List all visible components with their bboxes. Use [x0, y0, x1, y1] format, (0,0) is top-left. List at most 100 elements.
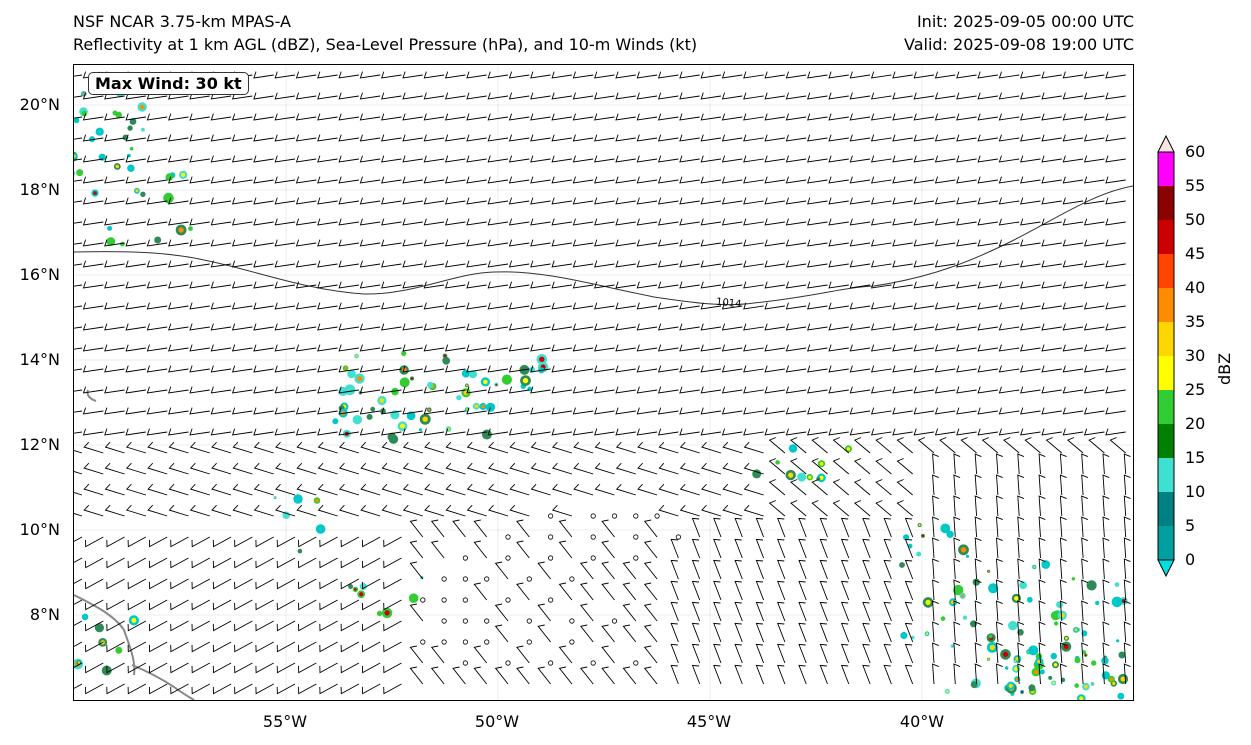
wind-barb — [487, 386, 509, 394]
wind-barb — [956, 344, 977, 352]
wind-barb — [381, 281, 402, 289]
calm-wind — [505, 534, 511, 540]
map-panel[interactable]: 1014 — [73, 64, 1134, 701]
wind-barb — [466, 462, 487, 475]
wind-barb — [551, 176, 572, 184]
wind-barb — [657, 302, 679, 310]
wind-barb — [424, 504, 445, 517]
wind-barb — [572, 239, 594, 247]
wind-barb — [956, 71, 977, 79]
wind-barb — [849, 197, 871, 205]
wind-barb — [276, 641, 296, 653]
wind-barb — [637, 441, 658, 454]
wind-barb — [340, 662, 360, 674]
echo-core — [819, 461, 824, 466]
wind-barb — [295, 176, 317, 184]
wind-barb — [359, 344, 381, 352]
wind-barb — [1105, 155, 1126, 163]
wind-barb — [721, 155, 743, 163]
wind-barb — [1059, 600, 1067, 622]
wind-barb — [231, 428, 253, 436]
wind-barb — [679, 134, 700, 142]
wind-barb — [721, 260, 743, 268]
wind-barb — [148, 620, 168, 632]
wind-barb — [231, 302, 253, 310]
wind-barb — [530, 302, 551, 310]
wind-barb — [383, 578, 402, 590]
wind-barb — [601, 540, 615, 559]
wind-barb — [276, 599, 296, 611]
echo-core — [1008, 683, 1013, 688]
wind-barb — [777, 517, 786, 538]
calm-wind — [611, 618, 618, 624]
wind-barb — [381, 218, 402, 226]
wind-barb — [189, 218, 210, 226]
wind-barb — [636, 344, 658, 352]
wind-barb — [317, 239, 338, 247]
wind-barb — [832, 479, 850, 496]
wind-barb — [764, 323, 785, 331]
wind-barb — [790, 479, 807, 496]
wind-barb — [466, 323, 487, 331]
wind-barb — [913, 92, 935, 100]
wind-barb — [934, 323, 956, 331]
wind-barb — [361, 557, 381, 569]
wind-barb — [317, 441, 338, 454]
wind-barb — [615, 365, 636, 373]
wind-barb — [670, 664, 679, 685]
wind-barb — [764, 197, 785, 205]
wind-barb — [508, 323, 530, 331]
echo-cell — [775, 460, 780, 465]
echo-cell — [427, 381, 434, 389]
calm-wind — [547, 660, 554, 666]
wind-barb — [383, 536, 402, 548]
wind-barb — [74, 513, 83, 517]
wind-barb — [849, 365, 871, 373]
wind-barb — [977, 428, 998, 436]
wind-barb — [1083, 71, 1105, 79]
wind-barb — [1081, 558, 1089, 580]
wind-barb — [148, 599, 168, 611]
wind-barb — [104, 197, 125, 205]
wind-barb — [862, 664, 871, 685]
wind-barb — [828, 281, 849, 289]
wind-barb — [530, 197, 551, 205]
wind-barb — [913, 134, 935, 142]
wind-barb — [1020, 92, 1041, 100]
calm-wind — [590, 555, 596, 561]
wind-barb — [572, 344, 594, 352]
wind-barb — [530, 176, 551, 184]
wind-barb — [932, 579, 939, 601]
wind-barb — [1041, 323, 1062, 331]
wind-barb — [785, 344, 807, 352]
wind-barb — [1105, 260, 1126, 268]
wind-barb — [537, 624, 551, 643]
wind-barb — [956, 113, 977, 121]
wind-barb — [148, 683, 168, 695]
wind-barb — [402, 504, 423, 517]
wind-barb — [82, 113, 104, 121]
wind-barb — [998, 218, 1020, 226]
wind-barb — [870, 365, 892, 373]
wind-barb — [934, 302, 956, 310]
echo-core — [1112, 681, 1116, 686]
init-time: Init: 2025-09-05 00:00 UTC — [916, 12, 1134, 31]
wind-barb — [189, 155, 210, 163]
echo-cell — [94, 623, 104, 633]
wind-barb — [402, 365, 423, 373]
wind-barb — [643, 666, 658, 685]
echo-core — [987, 570, 990, 573]
wind-barb — [125, 344, 146, 352]
calm-wind — [590, 513, 596, 519]
wind-barb — [722, 462, 743, 475]
wind-barbs — [74, 71, 1131, 695]
wind-barb — [189, 197, 210, 205]
wind-barb — [168, 176, 189, 184]
wind-barb — [298, 536, 317, 548]
wind-barb — [840, 559, 850, 580]
wind-barb — [956, 218, 977, 226]
wind-barb — [1038, 474, 1046, 496]
wind-barb — [253, 155, 274, 163]
wind-barb — [785, 176, 807, 184]
wind-barb — [849, 92, 871, 100]
